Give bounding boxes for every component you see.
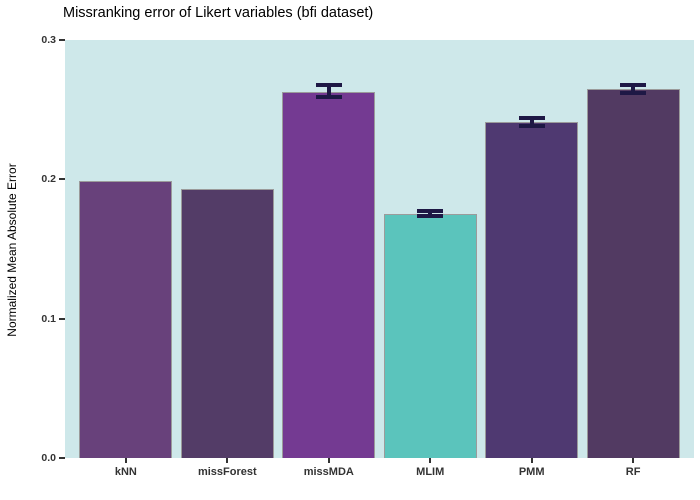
bar-PMM	[485, 122, 579, 458]
error-bar-line	[326, 84, 331, 98]
error-bar-cap-top	[417, 209, 444, 214]
error-bar-line	[529, 118, 534, 127]
error-bar-cap-bottom	[315, 95, 342, 100]
y-tick-mark	[58, 317, 65, 320]
x-tick-label-kNN: kNN	[114, 466, 137, 478]
error-bar-cap-bottom	[518, 124, 545, 129]
error-bar-cap-top	[620, 82, 647, 87]
y-tick-label: 0.3	[41, 34, 56, 47]
error-bar-line	[428, 211, 433, 216]
error-bar-cap-top	[518, 116, 545, 121]
y-tick-label: 0.0	[41, 452, 56, 464]
error-bar-cap-top	[315, 82, 342, 87]
y-tick-mark	[58, 457, 65, 459]
bar-RF	[586, 88, 680, 458]
x-tick-mark	[327, 458, 330, 463]
bar-missForest	[180, 189, 274, 458]
error-bar-line	[631, 84, 636, 94]
y-tick-mark	[58, 39, 65, 42]
x-tick-label-MLIM: MLIM	[416, 466, 445, 478]
x-tick-mark	[530, 458, 533, 463]
bar-kNN	[79, 180, 173, 458]
y-tick-label: 0.1	[41, 312, 56, 325]
error-bar-cap-bottom	[417, 213, 444, 218]
x-tick-mark	[226, 458, 229, 463]
bar-MLIM	[383, 214, 477, 458]
x-tick-mark	[632, 458, 635, 463]
chart-title: Missranking error of Likert variables (b…	[63, 5, 374, 21]
x-tick-label-PMM: PMM	[518, 466, 545, 478]
error-bar-cap-bottom	[620, 91, 647, 96]
x-tick-label-missMDA: missMDA	[303, 466, 354, 478]
x-tick-label-missForest: missForest	[197, 466, 257, 478]
x-tick-label-RF: RF	[625, 466, 641, 478]
y-tick-mark	[58, 178, 65, 181]
y-axis-title: Normalized Mean Absolute Error	[5, 163, 19, 337]
bar-missMDA	[282, 91, 376, 458]
y-tick-label: 0.2	[41, 173, 56, 186]
x-tick-mark	[429, 458, 432, 463]
x-tick-mark	[124, 458, 127, 463]
